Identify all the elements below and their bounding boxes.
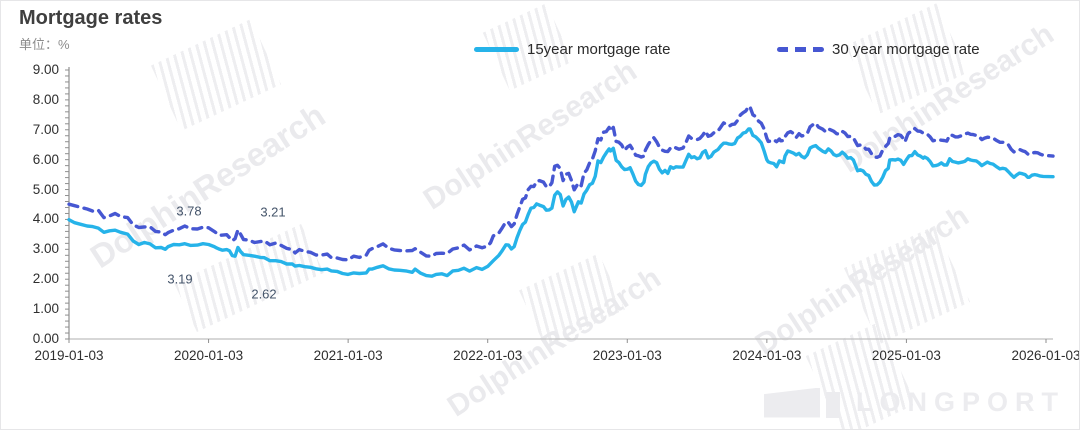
y-axis-label: 3.00 (32, 241, 59, 257)
y-axis-label: 0.00 (32, 331, 59, 346)
x-axis-label: 2026-01-03 (1011, 348, 1080, 363)
x-axis-label: 2023-01-03 (592, 348, 662, 363)
legend-label-30yr: 30 year mortgage rate (832, 40, 980, 58)
series-line-30yr (67, 104, 1055, 262)
data-point-annotation: 3.78 (176, 203, 202, 219)
y-axis-label: 6.00 (32, 151, 59, 167)
data-point-annotation: 2.62 (251, 286, 277, 302)
y-axis-label: 5.00 (32, 181, 59, 197)
y-axis-label: 7.00 (32, 121, 59, 137)
y-axis-label: 2.00 (32, 271, 59, 287)
chart-title: Mortgage rates (19, 7, 163, 29)
x-axis-label: 2022-01-03 (453, 348, 523, 363)
series-line-15yr (67, 127, 1055, 278)
y-axis-label: 9.00 (32, 61, 59, 77)
data-point-annotation: 3.21 (260, 204, 286, 220)
legend-swatch-15yr (474, 46, 519, 52)
x-axis-label: 2020-01-03 (174, 348, 244, 363)
data-point-annotation: 3.19 (167, 271, 193, 287)
legend-swatch-30yr (777, 46, 824, 52)
legend-label-15yr: 15year mortgage rate (527, 40, 671, 58)
x-axis-label: 2021-01-03 (313, 348, 383, 363)
y-axis-label: 4.00 (32, 211, 59, 227)
legend-item-15yr[interactable]: 15year mortgage rate (474, 40, 670, 58)
legend-item-30yr[interactable]: 30 year mortgage rate (777, 40, 980, 58)
x-axis-label: 2025-01-03 (871, 348, 941, 363)
x-axis-label: 2024-01-03 (732, 348, 802, 363)
y-axis-label: 8.00 (32, 91, 59, 107)
y-axis-label: 1.00 (32, 301, 59, 317)
x-axis-label: 2019-01-03 (34, 348, 104, 363)
unit-label: 单位：% (19, 37, 70, 52)
